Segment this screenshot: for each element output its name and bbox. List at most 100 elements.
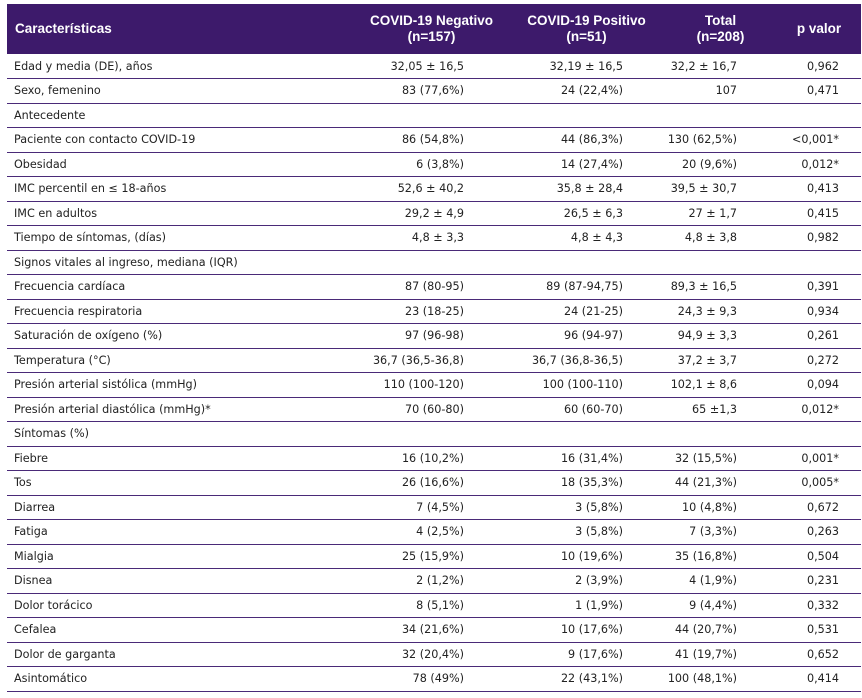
cell-total xyxy=(664,103,777,128)
cell-covid-positivo xyxy=(509,103,664,128)
cell-covid-positivo: 96 (94-97) xyxy=(509,323,664,349)
cell-total: 32 (15,5%) xyxy=(664,446,777,471)
row-label: Saturación de oxígeno (%) xyxy=(7,323,354,349)
cell-p-valor: 0,652 xyxy=(777,642,861,667)
cell-covid-negativo: 36,7 (36,5-36,8) xyxy=(354,348,509,373)
table-row: Edad y media (DE), años 32,05 ± 16,5 32,19… xyxy=(7,54,861,79)
header-covid-positivo: COVID-19 Positivo (n=51) xyxy=(509,4,664,54)
row-label: Disnea xyxy=(7,568,354,594)
row-label: Signos vitales al ingreso, mediana (IQR) xyxy=(7,250,354,275)
cell-covid-positivo: 32,19 ± 16,5 xyxy=(509,54,664,79)
cell-covid-positivo: 14 (27,4%) xyxy=(509,152,664,177)
cell-p-valor: 0,471 xyxy=(777,78,861,104)
row-label: Mialgia xyxy=(7,544,354,569)
table-row: Saturación de oxígeno (%) 97 (96-98) 96 (9… xyxy=(7,323,861,349)
table-row: Mialgia 25 (15,9%) 10 (19,6%) 35 (16,8%) 0,5… xyxy=(7,544,861,569)
row-label: Dolor de garganta xyxy=(7,642,354,667)
cell-covid-positivo xyxy=(509,421,664,447)
section-row: Síntomas (%) xyxy=(7,421,861,447)
row-label: Temperatura (°C) xyxy=(7,348,354,373)
cell-covid-negativo: 2 (1,2%) xyxy=(354,568,509,594)
cell-p-valor: 0,672 xyxy=(777,495,861,520)
section-row: Antecedente xyxy=(7,103,861,128)
cell-p-valor: 0,504 xyxy=(777,544,861,569)
cell-covid-positivo: 1 (1,9%) xyxy=(509,593,664,618)
row-label: Frecuencia cardíaca xyxy=(7,274,354,300)
cell-covid-positivo: 89 (87-94,75) xyxy=(509,274,664,300)
cell-covid-positivo: 18 (35,3%) xyxy=(509,470,664,496)
table-row: IMC percentil en ≤ 18-años 52,6 ± 40,2 35,… xyxy=(7,176,861,202)
table-row: Paciente con contacto COVID-19 86 (54,8%)… xyxy=(7,127,861,153)
table-row: Frecuencia cardíaca 87 (80-95) 89 (87-94,7… xyxy=(7,274,861,300)
row-label: Asintomático xyxy=(7,666,354,692)
cell-covid-positivo: 35,8 ± 28,4 xyxy=(509,176,664,202)
cell-covid-negativo: 78 (49%) xyxy=(354,666,509,692)
cell-covid-negativo: 34 (21,6%) xyxy=(354,617,509,643)
cell-p-valor: 0,231 xyxy=(777,568,861,594)
row-label: Fiebre xyxy=(7,446,354,471)
cell-p-valor xyxy=(777,421,861,447)
table-row: Presión arterial sistólica (mmHg) 110 (10… xyxy=(7,372,861,398)
table-row: Presión arterial diastólica (mmHg)* 70 (6… xyxy=(7,397,861,422)
cell-covid-negativo: 97 (96-98) xyxy=(354,323,509,349)
cell-total: 130 (62,5%) xyxy=(664,127,777,153)
cell-total: 7 (3,3%) xyxy=(664,519,777,545)
row-label: Sexo, femenino xyxy=(7,78,354,104)
cell-covid-negativo: 70 (60-80) xyxy=(354,397,509,422)
table-row: Temperatura (°C) 36,7 (36,5-36,8) 36,7 (36… xyxy=(7,348,861,373)
cell-total: 89,3 ± 16,5 xyxy=(664,274,777,300)
cell-p-valor: <0,001* xyxy=(777,127,861,153)
characteristics-table: Características COVID-19 Negativo (n=157… xyxy=(7,4,861,692)
cell-covid-negativo: 8 (5,1%) xyxy=(354,593,509,618)
cell-covid-positivo: 3 (5,8%) xyxy=(509,519,664,545)
table-row: Dolor de garganta 32 (20,4%) 9 (17,6%) 41 (… xyxy=(7,642,861,667)
cell-covid-negativo: 26 (16,6%) xyxy=(354,470,509,496)
table-row: Cefalea 34 (21,6%) 10 (17,6%) 44 (20,7%) 0,5… xyxy=(7,617,861,643)
table-row: Tiempo de síntomas, (días) 4,8 ± 3,3 4,8 ±… xyxy=(7,225,861,251)
cell-p-valor: 0,332 xyxy=(777,593,861,618)
cell-covid-negativo: 4,8 ± 3,3 xyxy=(354,225,509,251)
cell-total: 102,1 ± 8,6 xyxy=(664,372,777,398)
cell-covid-positivo: 2 (3,9%) xyxy=(509,568,664,594)
table-row: Obesidad 6 (3,8%) 14 (27,4%) 20 (9,6%) 0,012… xyxy=(7,152,861,177)
cell-covid-positivo xyxy=(509,250,664,275)
cell-total: 10 (4,8%) xyxy=(664,495,777,520)
cell-p-valor: 0,005* xyxy=(777,470,861,496)
cell-total xyxy=(664,421,777,447)
row-label: Obesidad xyxy=(7,152,354,177)
cell-p-valor xyxy=(777,103,861,128)
header-total: Total (n=208) xyxy=(664,4,777,54)
cell-p-valor: 0,962 xyxy=(777,54,861,79)
cell-total: 107 xyxy=(664,78,777,104)
cell-covid-positivo: 22 (43,1%) xyxy=(509,666,664,692)
cell-covid-positivo: 10 (17,6%) xyxy=(509,617,664,643)
cell-covid-positivo: 100 (100-110) xyxy=(509,372,664,398)
cell-covid-negativo: 4 (2,5%) xyxy=(354,519,509,545)
cell-covid-negativo: 23 (18-25) xyxy=(354,299,509,324)
row-label: Antecedente xyxy=(7,103,354,128)
table-row: IMC en adultos 29,2 ± 4,9 26,5 ± 6,3 27 ± 1… xyxy=(7,201,861,226)
cell-total: 39,5 ± 30,7 xyxy=(664,176,777,202)
row-label: Diarrea xyxy=(7,495,354,520)
cell-p-valor: 0,415 xyxy=(777,201,861,226)
table-row: Disnea 2 (1,2%) 2 (3,9%) 4 (1,9%) 0,231 xyxy=(7,568,861,594)
section-row: Signos vitales al ingreso, mediana (IQR) xyxy=(7,250,861,275)
cell-p-valor: 0,263 xyxy=(777,519,861,545)
cell-covid-negativo: 52,6 ± 40,2 xyxy=(354,176,509,202)
row-label: Dolor torácico xyxy=(7,593,354,618)
cell-total: 100 (48,1%) xyxy=(664,666,777,692)
row-label: IMC en adultos xyxy=(7,201,354,226)
row-label: Paciente con contacto COVID-19 xyxy=(7,127,354,153)
cell-total: 37,2 ± 3,7 xyxy=(664,348,777,373)
row-label: Tos xyxy=(7,470,354,496)
cell-total xyxy=(664,250,777,275)
cell-covid-negativo: 86 (54,8%) xyxy=(354,127,509,153)
cell-total: 9 (4,4%) xyxy=(664,593,777,618)
cell-total: 41 (19,7%) xyxy=(664,642,777,667)
cell-covid-negativo: 83 (77,6%) xyxy=(354,78,509,104)
row-label: Frecuencia respiratoria xyxy=(7,299,354,324)
cell-covid-negativo: 7 (4,5%) xyxy=(354,495,509,520)
table-body: Edad y media (DE), años 32,05 ± 16,5 32,19… xyxy=(7,54,861,692)
cell-p-valor: 0,414 xyxy=(777,666,861,692)
